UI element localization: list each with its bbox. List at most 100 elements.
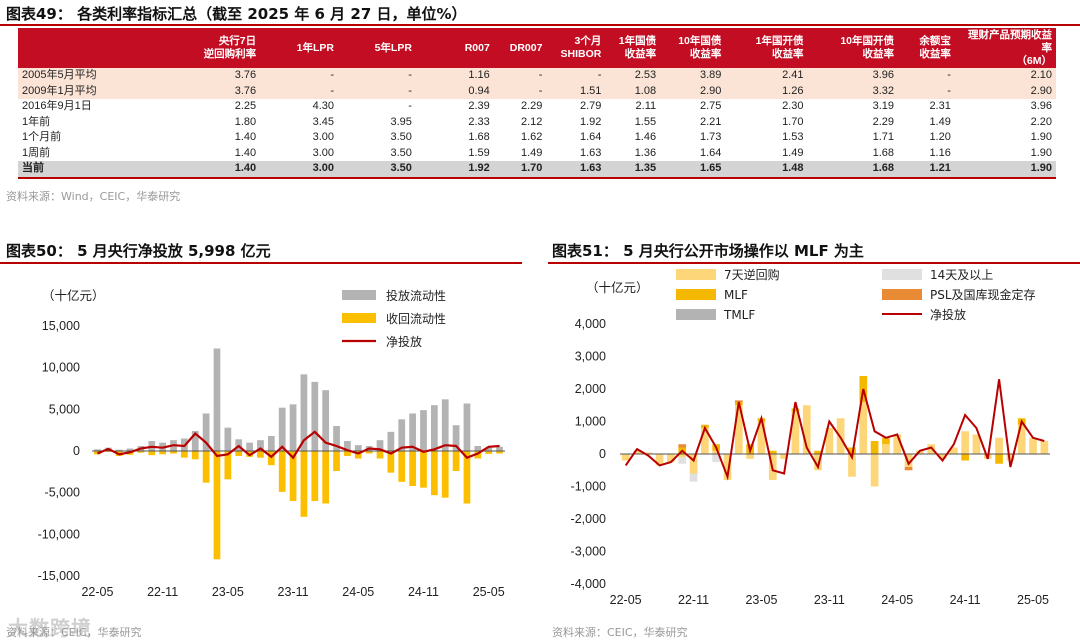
- withdraw-bar: [202, 451, 210, 483]
- rates-summary-table: 央行7日 逆回购利率 1年LPR 5年LPR R007 DR007 3个月 SHIBOR 1年国…: [18, 28, 1056, 179]
- reverse-repo-7d-bar: [814, 454, 822, 471]
- withdraw-bar: [148, 451, 156, 456]
- withdraw-bar: [398, 451, 406, 482]
- legend-swatch-inject: [342, 290, 376, 300]
- mlf-bar: [814, 450, 822, 454]
- y-tick-label: -1,000: [571, 480, 606, 494]
- table-cell: 1.80: [234, 115, 257, 128]
- y-tick-label: -5,000: [45, 486, 80, 500]
- mlf-bar: [768, 450, 777, 454]
- reverse-repo-7d-bar: [1017, 424, 1026, 454]
- table-cell: 1.16: [929, 146, 951, 159]
- inject-bar: [202, 413, 210, 451]
- table-cell: -: [260, 83, 339, 99]
- table-cell: 1.92: [579, 115, 602, 128]
- table-cell: 3.19: [872, 100, 895, 112]
- table-cell: 3.76: [175, 68, 261, 84]
- withdraw-bar: [322, 451, 330, 504]
- inject-bar: [333, 426, 340, 451]
- table-cell: 1.63: [579, 146, 602, 159]
- withdraw-bar: [300, 451, 308, 517]
- inject-bar: [485, 447, 493, 451]
- table-cell: 1.49: [521, 146, 543, 159]
- psl-deposit-bar: [904, 467, 913, 471]
- withdraw-bar: [463, 451, 471, 504]
- mlf-bar: [848, 447, 856, 454]
- table-cell: -: [408, 100, 412, 112]
- y-tick-label: -15,000: [38, 569, 80, 583]
- inject-bar: [322, 390, 330, 451]
- table-cell: 1.68: [872, 146, 895, 159]
- reverse-repo-7d-bar: [916, 450, 924, 454]
- table-cell: -: [338, 68, 416, 84]
- fig49-title-rule: [0, 24, 1080, 26]
- table-header-cell: R007: [415, 28, 494, 68]
- table-cell: 2.41: [725, 68, 808, 84]
- inject-bar: [246, 442, 253, 451]
- table-cell: 1.20: [929, 131, 951, 143]
- table-cell: 1.16: [415, 68, 494, 84]
- table-cell: 1.70: [782, 115, 804, 128]
- table-header-cell: 余额宝 收益率: [898, 28, 955, 68]
- withdraw-bar: [474, 451, 482, 459]
- table-cell: 1个月前: [22, 131, 62, 143]
- table-cell: 2.10: [954, 68, 1056, 84]
- y-tick-label: 0: [73, 444, 80, 458]
- reverse-repo-7d-bar: [723, 454, 732, 480]
- table-cell: 2.30: [782, 100, 804, 112]
- table-cell: 1.40: [234, 146, 257, 159]
- table-cell: 1.70: [493, 161, 547, 179]
- table-header-cell: 央行7日 逆回购利率: [175, 28, 261, 68]
- repo-14d-plus-bar: [689, 473, 698, 482]
- table-row: 1个月前 1.40 3.00 3.50 1.68 1.62 1.64 1.46 1.73 1.53…: [18, 130, 1056, 146]
- withdraw-bar: [137, 451, 145, 453]
- table-cell: 2.25: [234, 100, 257, 112]
- inject-bar: [430, 405, 438, 451]
- withdraw-bar: [257, 451, 264, 458]
- y-tick-label: -4,000: [571, 577, 606, 591]
- legend-swatch: [676, 289, 716, 300]
- reverse-repo-7d-bar: [870, 454, 879, 487]
- table-cell: 1.90: [954, 161, 1056, 179]
- reverse-repo-7d-bar: [938, 454, 947, 459]
- x-tick-label: 24-11: [408, 585, 439, 599]
- withdraw-bar: [409, 451, 416, 486]
- reverse-repo-7d-bar: [904, 454, 913, 467]
- inject-bar: [257, 440, 264, 451]
- y-tick-label: 1,000: [575, 415, 606, 429]
- reverse-repo-7d-bar: [995, 437, 1003, 454]
- psl-deposit-bar: [734, 400, 743, 402]
- reverse-repo-7d-bar: [1006, 454, 1015, 461]
- table-cell: -: [898, 68, 955, 84]
- inject-bar: [409, 413, 416, 451]
- inject-bar: [441, 399, 449, 451]
- fig49-source: 资料来源：Wind，CEIC，华泰研究: [6, 190, 181, 203]
- table-cell: 3.50: [390, 146, 412, 159]
- table-cell: 2.75: [699, 100, 722, 112]
- table-cell: 1.55: [634, 115, 657, 128]
- mlf-bar: [791, 408, 800, 412]
- fig50-title-rule: [0, 262, 522, 264]
- fig50-chart: （十亿元） -15,000 -10,000 -5,000 0 5,000 10,000 15,…: [38, 288, 505, 599]
- table-cell: 1.59: [468, 146, 490, 159]
- table-cell: -: [493, 68, 547, 84]
- table-cell: 3.96: [1030, 100, 1052, 112]
- table-cell: 3.89: [660, 68, 726, 84]
- x-tick-label: 23-11: [278, 585, 309, 599]
- table-cell: -: [898, 83, 955, 99]
- withdraw-bar: [311, 451, 319, 501]
- x-tick-label: 23-05: [745, 593, 777, 607]
- reverse-repo-7d-bar: [893, 434, 902, 454]
- psl-deposit-bar: [678, 444, 687, 448]
- reverse-repo-7d-bar: [655, 454, 664, 466]
- repo-14d-plus-bar: [678, 457, 687, 464]
- fig51-source: 资料来源：CEIC，华泰研究: [552, 626, 688, 639]
- table-cell: 2.90: [660, 83, 726, 99]
- table-header-cell: 1年LPR: [260, 28, 339, 68]
- table-cell: 1.53: [782, 131, 804, 143]
- y-tick-label: 10,000: [42, 361, 80, 375]
- table-cell: 3.00: [312, 131, 335, 143]
- legend-label: 净投放: [386, 334, 422, 349]
- table-header-cell: 3个月 SHIBOR: [546, 28, 606, 68]
- table-cell: 当前: [18, 161, 176, 179]
